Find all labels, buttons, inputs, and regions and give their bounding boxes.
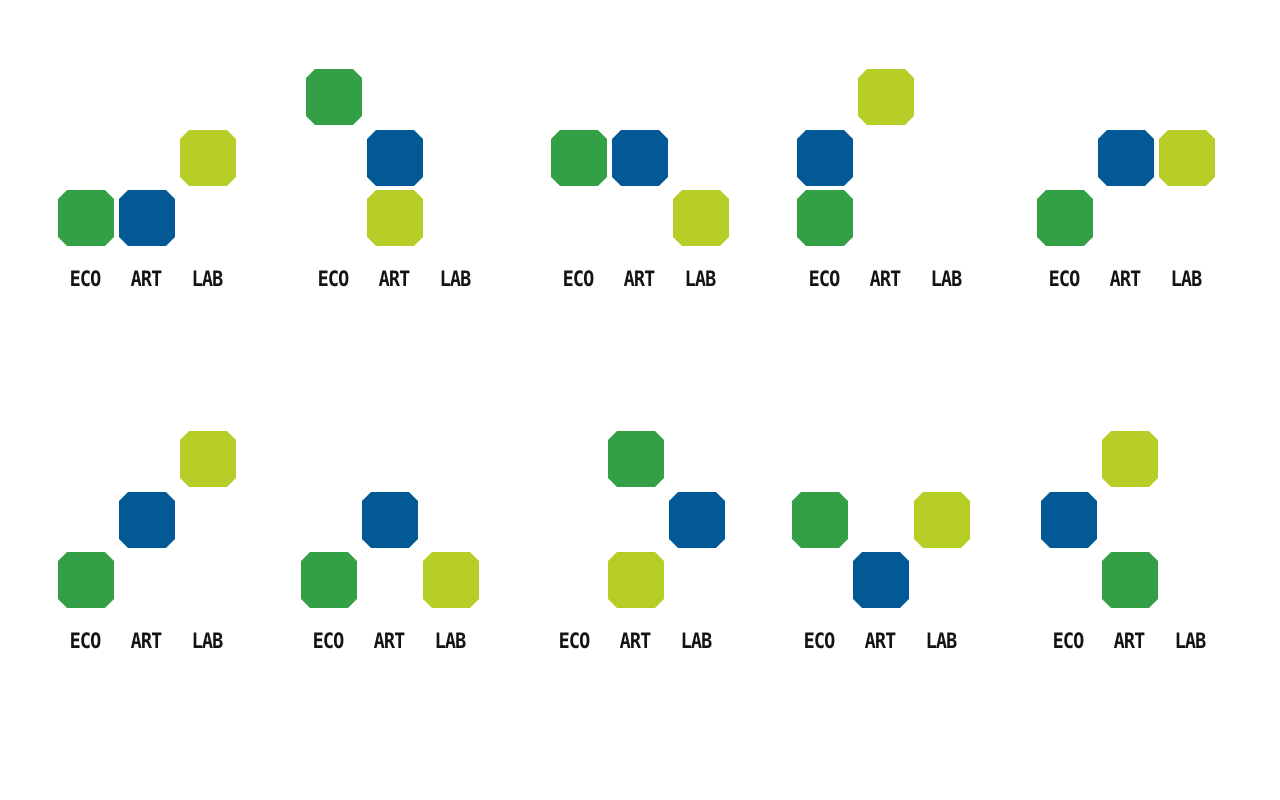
- lime-square-tile: [673, 190, 729, 246]
- logo-word-art: ART: [619, 629, 652, 653]
- logo-word-lab: LAB: [191, 267, 224, 291]
- logo-word-lab: LAB: [434, 629, 467, 653]
- logo-word-eco: ECO: [69, 629, 102, 653]
- logo-word-eco: ECO: [69, 267, 102, 291]
- logo-word-eco: ECO: [803, 629, 836, 653]
- lime-square-tile: [180, 431, 236, 487]
- green-square-tile: [301, 552, 357, 608]
- logo-variant-6: ECO ART LAB: [0, 362, 236, 653]
- logo-word-art: ART: [1113, 629, 1146, 653]
- lime-square-tile: [1102, 431, 1158, 487]
- logo-word-lab: LAB: [684, 267, 717, 291]
- lime-square-tile: [858, 69, 914, 125]
- green-square-tile: [608, 431, 664, 487]
- green-square-tile: [1102, 552, 1158, 608]
- logo-word-eco: ECO: [562, 267, 595, 291]
- lime-square-tile: [180, 130, 236, 186]
- blue-square-tile: [1041, 492, 1097, 548]
- green-square-tile: [797, 190, 853, 246]
- logo-word-eco: ECO: [1048, 267, 1081, 291]
- logo-word-lab: LAB: [191, 629, 224, 653]
- lime-square-tile: [1159, 130, 1215, 186]
- logo-variant-4: ECO ART LAB: [0, 0, 962, 291]
- logo-word-eco: ECO: [808, 267, 841, 291]
- blue-square-tile: [612, 130, 668, 186]
- logo-word-lab: LAB: [1170, 267, 1203, 291]
- logo-variant-2: ECO ART LAB: [0, 0, 471, 291]
- logo-word-art: ART: [130, 267, 163, 291]
- logo-word-art: ART: [378, 267, 411, 291]
- green-square-tile: [306, 69, 362, 125]
- logo-variant-8: ECO ART LAB: [0, 362, 725, 653]
- logo-word-art: ART: [373, 629, 406, 653]
- logo-word-art: ART: [1109, 267, 1142, 291]
- blue-square-tile: [1098, 130, 1154, 186]
- lime-square-tile: [367, 190, 423, 246]
- green-square-tile: [792, 492, 848, 548]
- lime-square-tile: [914, 492, 970, 548]
- logo-word-lab: LAB: [930, 267, 963, 291]
- logo-variant-9: ECO ART LAB: [0, 362, 970, 653]
- logo-word-lab: LAB: [925, 629, 958, 653]
- logo-variant-10: ECO ART LAB: [0, 362, 1206, 653]
- blue-square-tile: [367, 130, 423, 186]
- green-square-tile: [58, 552, 114, 608]
- logo-variant-7: ECO ART LAB: [0, 362, 479, 653]
- logo-word-art: ART: [869, 267, 902, 291]
- green-square-tile: [551, 130, 607, 186]
- green-square-tile: [58, 190, 114, 246]
- logo-word-eco: ECO: [1052, 629, 1085, 653]
- blue-square-tile: [797, 130, 853, 186]
- blue-square-tile: [362, 492, 418, 548]
- logo-word-lab: LAB: [680, 629, 713, 653]
- blue-square-tile: [853, 552, 909, 608]
- logo-word-lab: LAB: [439, 267, 472, 291]
- green-square-tile: [1037, 190, 1093, 246]
- logo-word-eco: ECO: [312, 629, 345, 653]
- logo-word-art: ART: [130, 629, 163, 653]
- logo-variant-1: ECO ART LAB: [0, 0, 236, 291]
- logo-word-eco: ECO: [558, 629, 591, 653]
- logo-word-lab: LAB: [1174, 629, 1207, 653]
- lime-square-tile: [423, 552, 479, 608]
- logo-variant-5: ECO ART LAB: [0, 0, 1215, 291]
- blue-square-tile: [669, 492, 725, 548]
- blue-square-tile: [119, 190, 175, 246]
- logo-word-eco: ECO: [317, 267, 350, 291]
- logo-variant-3: ECO ART LAB: [0, 0, 729, 291]
- lime-square-tile: [608, 552, 664, 608]
- logo-word-art: ART: [623, 267, 656, 291]
- logo-word-art: ART: [864, 629, 897, 653]
- blue-square-tile: [119, 492, 175, 548]
